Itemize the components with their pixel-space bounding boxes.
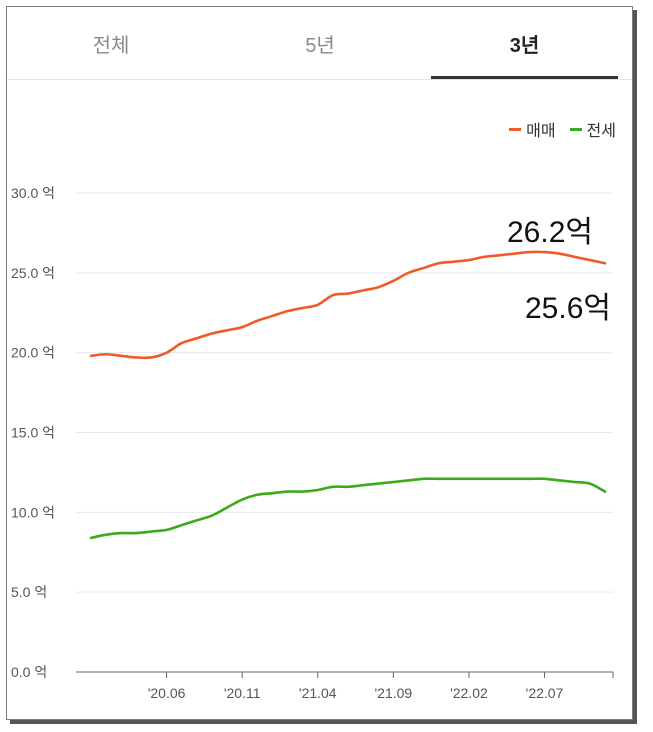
peak-price-callout: 26.2억 (507, 216, 593, 249)
period-tabs: 전체 5년 3년 (7, 7, 632, 80)
price-chart-card: 전체 5년 3년 매매 전세 0.0 억 5.0 억 10.0 억 15.0 억 20.… (6, 6, 633, 720)
x-tick-label: '22.02 (450, 685, 488, 701)
y-tick-label: 20.0 억 (11, 345, 55, 361)
x-tick-label: '22.07 (526, 685, 564, 701)
x-tick-label: '20.11 (224, 685, 261, 701)
legend-item-jeonse: 전세 (569, 117, 616, 141)
legend-item-sale: 매매 (509, 117, 556, 141)
tab-3-years[interactable]: 3년 (431, 7, 618, 79)
x-tick-label: '21.09 (374, 685, 412, 701)
latest-price-callout: 25.6억 (525, 292, 611, 325)
y-tick-label: 0.0 억 (11, 664, 47, 680)
x-tick-label: '20.06 (148, 685, 186, 701)
y-tick-label: 15.0 억 (11, 425, 55, 441)
jeonse-price-line (89, 477, 607, 540)
tab-5-years[interactable]: 5년 (305, 34, 335, 57)
y-tick-label: 30.0 억 (11, 185, 55, 201)
tab-all[interactable]: 전체 (92, 34, 130, 57)
sale-price-line (89, 250, 607, 360)
y-tick-label: 10.0 억 (11, 504, 55, 520)
y-tick-label: 5.0 억 (11, 584, 47, 600)
jeonse-swatch-icon (569, 127, 582, 131)
x-tick-label: '21.04 (299, 685, 337, 701)
legend-label-jeonse: 전세 (586, 123, 616, 140)
chart-legend: 매매 전세 (509, 117, 616, 141)
legend-label-sale: 매매 (526, 123, 556, 140)
price-line-chart: 0.0 억 5.0 억 10.0 억 15.0 억 20.0 억 25.0 억 30.0 억… (11, 185, 614, 701)
y-tick-label: 25.0 억 (11, 265, 55, 281)
sale-swatch-icon (509, 127, 522, 131)
